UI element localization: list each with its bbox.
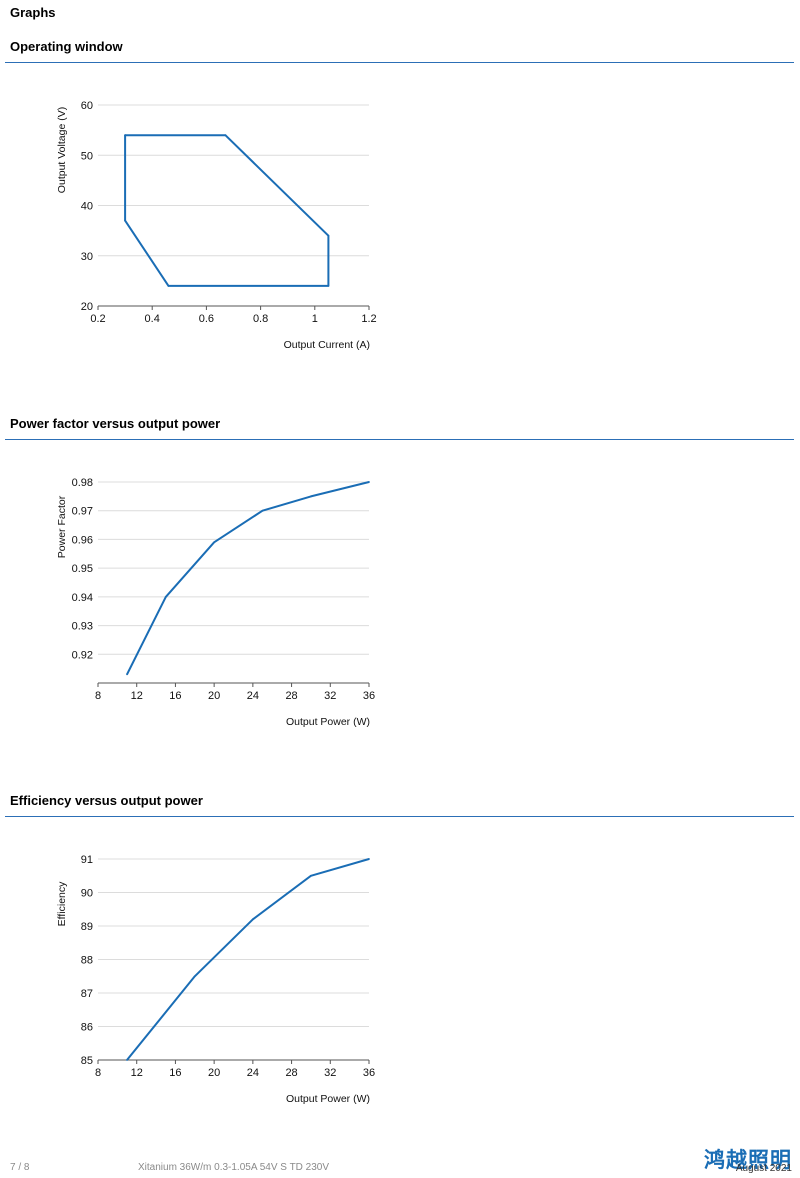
data-point bbox=[126, 673, 128, 676]
x-tick-label: 0.8 bbox=[253, 313, 268, 325]
y-axis-title: Power Factor bbox=[56, 495, 68, 558]
data-point bbox=[213, 541, 216, 544]
data-point bbox=[251, 918, 254, 921]
y-tick-label: 0.94 bbox=[72, 592, 93, 604]
section-divider bbox=[5, 816, 794, 817]
y-tick-label: 86 bbox=[81, 1022, 93, 1034]
y-tick-label: 0.98 bbox=[72, 477, 93, 489]
operating-window-chart: 0.2 0.4 0.6 0.8 1 1.2 20 30 40 50 60 Output Current… bbox=[56, 100, 377, 351]
section-title-power-factor: Power factor versus output power bbox=[10, 416, 221, 431]
footer-page-number: 7 / 8 bbox=[10, 1162, 30, 1173]
y-tick-label: 0.93 bbox=[72, 621, 93, 633]
x-tick-label: 24 bbox=[247, 1067, 259, 1079]
y-tick-label: 40 bbox=[81, 201, 93, 213]
y-tick-label: 60 bbox=[81, 100, 93, 112]
x-tick-label: 20 bbox=[208, 1067, 220, 1079]
data-point bbox=[124, 219, 126, 222]
data-point bbox=[167, 285, 170, 287]
y-tick-label: 50 bbox=[81, 150, 93, 162]
x-tick-label: 8 bbox=[95, 1067, 101, 1079]
page-title: Graphs bbox=[10, 5, 56, 20]
section-title-operating-window: Operating window bbox=[10, 39, 123, 54]
data-point bbox=[124, 134, 126, 137]
data-point bbox=[261, 509, 264, 512]
x-axis-title: Output Power (W) bbox=[286, 1093, 370, 1105]
x-tick-label: 24 bbox=[247, 690, 259, 702]
data-series-line bbox=[124, 134, 330, 287]
x-axis-title: Output Power (W) bbox=[286, 716, 370, 728]
section-title-efficiency: Efficiency versus output power bbox=[10, 793, 203, 808]
x-tick-label: 0.2 bbox=[90, 313, 105, 325]
x-tick-label: 36 bbox=[363, 1067, 375, 1079]
x-axis-title: Output Current (A) bbox=[284, 339, 370, 351]
x-tick-label: 16 bbox=[169, 690, 181, 702]
x-tick-label: 16 bbox=[169, 1067, 181, 1079]
y-tick-label: 20 bbox=[81, 301, 93, 313]
y-tick-label: 0.92 bbox=[72, 649, 93, 661]
y-tick-label: 0.96 bbox=[72, 534, 93, 546]
y-tick-label: 0.95 bbox=[72, 563, 93, 575]
x-tick-label: 1.2 bbox=[361, 313, 376, 325]
data-series-line bbox=[126, 481, 370, 675]
x-tick-label: 0.4 bbox=[145, 313, 160, 325]
data-point bbox=[368, 481, 370, 483]
y-tick-label: 88 bbox=[81, 955, 93, 967]
section-divider bbox=[5, 62, 794, 63]
brand-logo-text: 鸿越照明 bbox=[704, 1148, 792, 1172]
footer-date: August 2021 bbox=[735, 1163, 792, 1174]
data-point bbox=[310, 495, 312, 498]
x-tick-label: 1 bbox=[312, 313, 318, 325]
x-tick-label: 32 bbox=[324, 690, 336, 702]
data-point bbox=[126, 1059, 128, 1061]
power-factor-chart: 8 12 16 20 24 28 32 36 0.92 0.93 0.94 0.95 0.96 0.97 0… bbox=[56, 477, 375, 728]
y-tick-label: 91 bbox=[81, 854, 93, 866]
x-tick-label: 0.6 bbox=[199, 313, 214, 325]
data-point bbox=[327, 234, 330, 237]
y-tick-label: 0.97 bbox=[72, 506, 93, 518]
data-point bbox=[164, 595, 167, 598]
footer-product-name: Xitanium 36W/m 0.3-1.05A 54V S TD 230V bbox=[138, 1162, 330, 1173]
y-tick-label: 30 bbox=[81, 251, 93, 263]
x-tick-label: 20 bbox=[208, 690, 220, 702]
x-tick-label: 28 bbox=[285, 1067, 297, 1079]
data-point bbox=[368, 858, 370, 860]
x-tick-label: 28 bbox=[285, 690, 297, 702]
y-tick-label: 87 bbox=[81, 988, 93, 1000]
data-point bbox=[224, 134, 227, 137]
efficiency-chart: 8 12 16 20 24 28 32 36 85 86 87 88 89 90 91 Output Powe… bbox=[56, 854, 375, 1105]
data-point bbox=[327, 285, 330, 287]
x-tick-label: 36 bbox=[363, 690, 375, 702]
y-tick-label: 89 bbox=[81, 921, 93, 933]
y-axis-title: Efficiency bbox=[56, 881, 68, 926]
x-tick-label: 32 bbox=[324, 1067, 336, 1079]
x-tick-label: 8 bbox=[95, 690, 101, 702]
x-tick-label: 12 bbox=[131, 1067, 143, 1079]
brand-logo: 鸿越照明 August 2021 bbox=[700, 1144, 792, 1178]
section-divider bbox=[5, 439, 794, 440]
data-point bbox=[193, 975, 196, 978]
y-axis-title: Output Voltage (V) bbox=[56, 107, 68, 193]
data-point bbox=[310, 874, 312, 877]
y-tick-label: 90 bbox=[81, 888, 93, 900]
x-tick-label: 12 bbox=[131, 690, 143, 702]
y-tick-label: 85 bbox=[81, 1055, 93, 1067]
